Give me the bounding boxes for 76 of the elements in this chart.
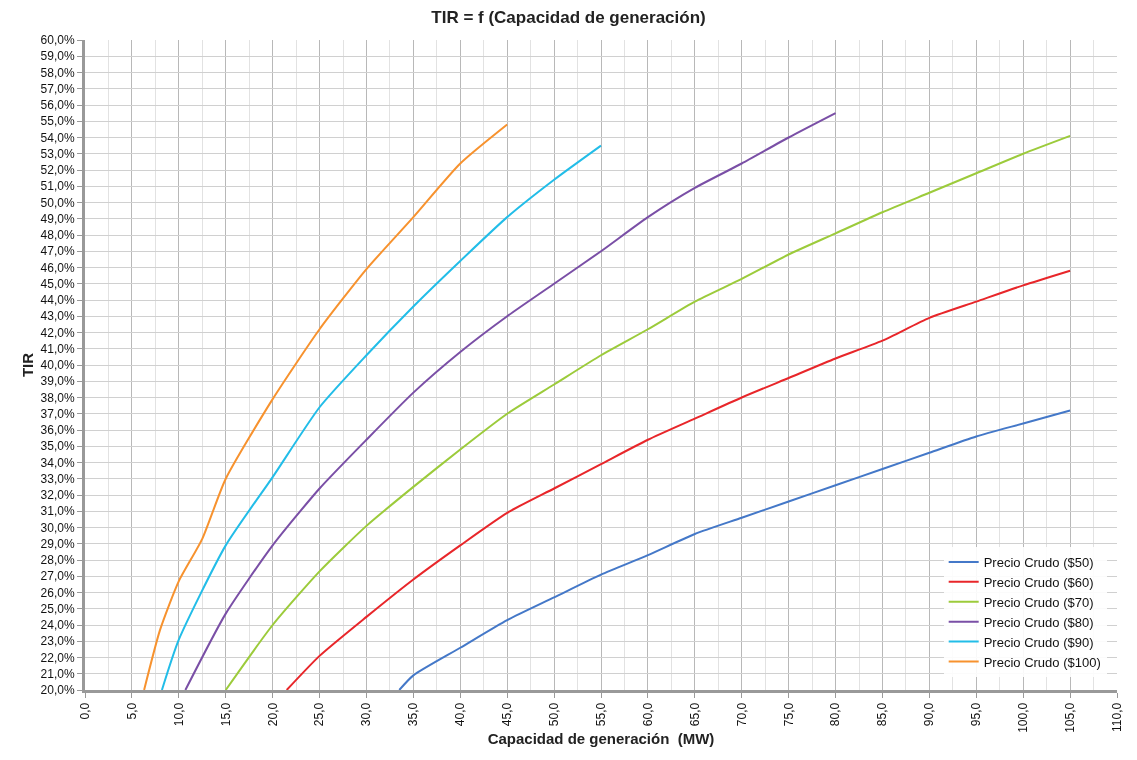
y-tick-label: 35,0% (40, 439, 75, 454)
y-axis-title: TIR (18, 352, 36, 378)
x-tick-label: 35,0 (406, 702, 421, 727)
y-tick-label: 43,0% (40, 309, 75, 324)
x-tick-label: 110,0 (1109, 702, 1124, 732)
legend-label: Precio Crudo ($80) (983, 614, 1094, 630)
y-tick-label: 31,0% (40, 504, 75, 519)
legend-label: Precio Crudo ($50) (983, 555, 1094, 571)
x-tick-label: 25,0 (312, 702, 327, 727)
x-tick-label: 20,0 (265, 702, 280, 727)
y-tick-label: 24,0% (40, 618, 75, 633)
x-tick-label: 100,0 (1016, 702, 1031, 733)
y-tick-label: 30,0% (40, 520, 75, 535)
legend-label: Precio Crudo ($70) (983, 594, 1094, 610)
y-tick-label: 21,0% (40, 666, 75, 681)
y-tick-label: 26,0% (40, 585, 75, 600)
y-tick-label: 56,0% (40, 98, 75, 113)
y-tick-label: 52,0% (40, 163, 75, 178)
y-tick-label: 47,0% (40, 244, 75, 259)
x-tick-label: 70,0 (734, 702, 749, 727)
legend-label: Precio Crudo ($100) (983, 654, 1101, 670)
y-tick-label: 29,0% (40, 536, 75, 551)
y-tick-label: 23,0% (40, 634, 75, 649)
y-tick-label: 49,0% (40, 211, 75, 226)
y-tick-label: 55,0% (40, 114, 75, 129)
legend-label: Precio Crudo ($60) (983, 574, 1094, 590)
y-tick-label: 34,0% (40, 455, 75, 470)
x-tick-label: 50,0 (546, 702, 561, 727)
x-tick-label: 75,0 (781, 702, 796, 727)
y-tick-label: 32,0% (40, 488, 75, 503)
legend-label: Precio Crudo ($90) (983, 634, 1094, 650)
y-tick-label: 58,0% (40, 65, 75, 80)
x-tick-label: 105,0 (1062, 702, 1077, 733)
x-axis-title: Capacidad de generación (MW) (487, 729, 715, 747)
y-tick-label: 57,0% (40, 81, 75, 96)
y-tick-label: 54,0% (40, 130, 75, 145)
y-tick-label: 46,0% (40, 260, 75, 275)
x-tick-label: 10,0 (171, 702, 186, 727)
chart-title: TIR = f (Capacidad de generación) (431, 8, 706, 28)
y-tick-label: 50,0% (40, 195, 75, 210)
x-tick-label: 85,0 (875, 702, 890, 727)
y-tick-label: 48,0% (40, 228, 75, 243)
x-tick-label: 0,0 (77, 702, 92, 720)
y-tick-label: 42,0% (40, 325, 75, 340)
x-tick-label: 55,0 (593, 702, 608, 727)
x-tick-label: 5,0 (124, 702, 139, 720)
y-tick-label: 27,0% (40, 569, 75, 584)
x-tick-label: 15,0 (218, 702, 233, 727)
y-tick-label: 36,0% (40, 423, 75, 438)
x-tick-label: 90,0 (922, 702, 937, 727)
line-series (160, 144, 602, 690)
y-tick-label: 40,0% (40, 358, 75, 373)
x-tick-label: 40,0 (453, 702, 468, 727)
y-tick-label: 41,0% (40, 341, 75, 356)
x-tick-label: 80,0 (828, 702, 843, 727)
y-tick-label: 44,0% (40, 293, 75, 308)
x-tick-label: 45,0 (500, 702, 515, 727)
y-tick-label: 39,0% (40, 374, 75, 389)
x-tick-label: 95,0 (969, 702, 984, 727)
y-tick-label: 38,0% (40, 390, 75, 405)
y-tick-label: 51,0% (40, 179, 75, 194)
y-tick-label: 33,0% (40, 471, 75, 486)
y-tick-label: 28,0% (40, 553, 75, 568)
y-tick-label: 20,0% (40, 683, 75, 698)
line-series (143, 123, 509, 690)
y-tick-label: 37,0% (40, 406, 75, 421)
line-series (184, 112, 837, 690)
x-tick-label: 60,0 (640, 702, 655, 727)
y-tick-label: 60,0% (40, 33, 75, 48)
y-tick-label: 45,0% (40, 276, 75, 291)
x-tick-label: 65,0 (687, 702, 702, 727)
y-tick-label: 53,0% (40, 146, 75, 161)
y-tick-label: 59,0% (40, 49, 75, 64)
y-tick-label: 25,0% (40, 601, 75, 616)
x-tick-label: 30,0 (359, 702, 374, 727)
y-tick-label: 22,0% (40, 650, 75, 665)
